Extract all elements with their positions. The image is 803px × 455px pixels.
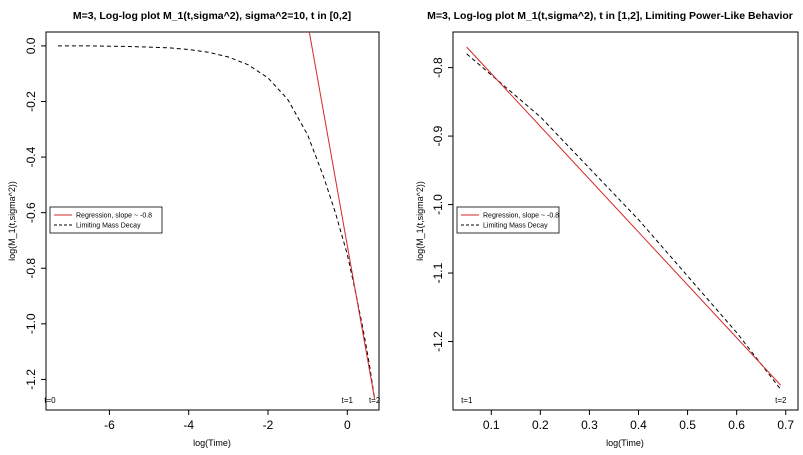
legend-box [456,206,560,234]
y-axis: -0.8 -0.9 -1.0 -1.1 -1.2 [431,57,453,352]
x-axis: -6 -4 -2 0 [104,410,351,432]
x-tick-label: 0.4 [630,418,647,432]
time-annotation: t=1 [342,396,354,405]
annotation-layer: t=0 t=1 t=2 [44,396,381,405]
y-tick-label: -0.8 [24,258,38,279]
time-annotation: t=1 [461,396,473,405]
y-tick-label: -1.2 [24,369,38,390]
time-annotation: t=2 [369,396,381,405]
plot-area-frame [45,31,380,411]
y-tick-label: -1.0 [24,313,38,334]
annotation-layer: t=1 t=2 [461,396,787,405]
right-chart: M=3, Log-log plot M_1(t,sigma^2), t in [… [415,10,799,448]
y-tick-label: 0.0 [24,37,38,54]
time-annotation: t=2 [775,396,787,405]
y-axis: 0.0 -0.2 -0.4 -0.6 -0.8 -1.0 -1.2 [24,37,46,390]
legend: Regression, slope ~ -0.8 Limiting Mass De… [49,206,163,234]
x-tick-label: -4 [183,418,194,432]
y-tick-label: -1.0 [431,194,445,215]
x-axis-label: log(Time) [606,438,644,448]
y-tick-label: -0.8 [431,57,445,78]
x-tick-label: 0.2 [532,418,549,432]
x-axis-label: log(Time) [193,438,231,448]
x-tick-label: 0.1 [483,418,500,432]
regression-line [466,46,782,386]
legend-box [49,206,163,234]
legend-label: Regression, slope ~ -0.8 [483,213,559,220]
x-tick-label: -2 [263,418,274,432]
x-tick-label: 0.5 [679,418,696,432]
y-axis-label: log(M_1(t,sigma^2)) [7,181,17,261]
legend-label: Limiting Mass Decay [483,223,548,230]
chart-title: M=3, Log-log plot M_1(t,sigma^2), t in [… [427,10,793,22]
x-tick-label: 0.6 [728,418,745,432]
x-tick-label: -6 [104,418,115,432]
x-tick-label: 0 [344,418,351,432]
legend-label: Regression, slope ~ -0.8 [76,213,152,220]
regression-line [308,32,376,399]
y-tick-label: -0.6 [24,202,38,223]
y-tick-label: -0.4 [24,146,38,167]
x-tick-label: 0.3 [581,418,598,432]
y-axis-label: log(M_1(t,sigma^2)) [415,181,425,261]
x-tick-label: 0.7 [777,418,794,432]
left-chart: M=3, Log-log plot M_1(t,sigma^2), sigma^… [7,10,381,448]
legend: Regression, slope ~ -0.8 Limiting Mass De… [456,206,560,234]
chart-title: M=3, Log-log plot M_1(t,sigma^2), sigma^… [73,10,351,22]
x-axis: 0.1 0.2 0.3 0.4 0.5 0.6 0.7 [483,410,794,432]
plot-area-frame [452,31,799,411]
y-tick-label: -0.2 [24,91,38,112]
y-tick-label: -1.2 [431,331,445,352]
legend-label: Limiting Mass Decay [76,223,141,230]
series-layer [466,46,782,390]
y-tick-label: -1.1 [431,262,445,283]
time-annotation: t=0 [44,396,56,405]
y-tick-label: -0.9 [431,125,445,146]
series-layer [57,32,376,399]
limiting-mass-decay-line [466,53,782,390]
